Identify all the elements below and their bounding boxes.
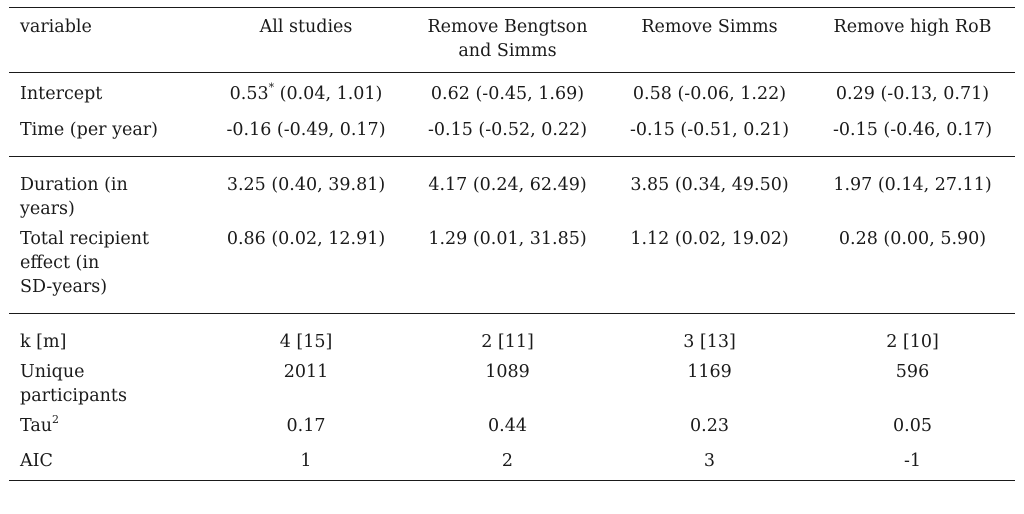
row-label: k [m] <box>20 332 67 352</box>
cell-remove-high-rob: 0.29 (-0.13, 0.71) <box>835 84 990 104</box>
cell-remove-simms: 1169 <box>687 362 732 382</box>
cell-all-studies: 2011 <box>283 362 329 382</box>
cell-remove-high-rob: 1.97 (0.14, 27.11) <box>833 175 992 195</box>
cell-remove-simms: 3 [13] <box>683 332 736 352</box>
table-row-total-recipient-effect: Total recipient effect (in SD-years) 0.8… <box>9 224 1015 314</box>
cell-remove-bengtson-simms: 2 <box>406 442 609 481</box>
row-label: Unique participants <box>9 357 206 411</box>
cell-remove-bengtson-simms: 1.29 (0.01, 31.85) <box>406 224 609 314</box>
table-row-unique-participants: Unique participants 2011 1089 1169 596 <box>9 357 1015 411</box>
cell-all-studies: 1 <box>206 442 406 481</box>
table-row-k: k [m] 4 [15] 2 [11] 3 [13] 2 [10] <box>9 314 1015 358</box>
row-label-line2: participants <box>20 386 127 406</box>
row-label-line2: years) <box>20 199 75 219</box>
cell-all-studies: 0.53* (0.04, 1.01) <box>206 73 406 113</box>
cell-remove-bengtson-simms: 4.17 (0.24, 62.49) <box>428 175 587 195</box>
cell-remove-simms: 1.12 (0.02, 19.02) <box>609 224 810 314</box>
cell-remove-high-rob: 0.05 <box>893 416 932 436</box>
cell-remove-bengtson-simms: 0.44 <box>488 416 527 436</box>
table-row-duration: Duration (in years) 3.25 (0.40, 39.81) 4… <box>9 157 1015 225</box>
table-row-time: Time (per year) -0.16 (-0.49, 0.17) -0.1… <box>9 112 1015 157</box>
significance-marker: * <box>268 81 275 95</box>
header-all-studies: All studies <box>206 7 406 73</box>
cell-estimate: 0.53 <box>229 84 269 104</box>
cell-remove-simms: 0.23 <box>690 416 729 436</box>
cell-ci: (0.04, 1.01) <box>274 84 383 104</box>
superscript: 2 <box>52 413 60 427</box>
table-row-intercept: Intercept 0.53* (0.04, 1.01) 0.62 (-0.45… <box>9 73 1015 113</box>
row-label: Tau2 <box>9 411 206 442</box>
row-label-line1: Total recipient <box>20 229 150 249</box>
cell-all-studies: 0.17 <box>286 416 326 436</box>
row-label: Intercept <box>20 84 103 104</box>
cell-all-studies: 4 [15] <box>279 332 333 352</box>
row-label-line1: Duration (in <box>20 175 128 195</box>
cell-remove-high-rob: -0.15 (-0.46, 0.17) <box>810 112 1015 157</box>
cell-remove-high-rob: 0.28 (0.00, 5.90) <box>810 224 1015 314</box>
header-row: variable All studies Remove Bengtson and… <box>9 7 1015 73</box>
row-label: Duration (in years) <box>9 157 206 225</box>
cell-remove-simms: -0.15 (-0.51, 0.21) <box>609 112 810 157</box>
row-label-line1: Unique <box>20 362 85 382</box>
cell-remove-simms: 3.85 (0.34, 49.50) <box>630 175 789 195</box>
cell-remove-simms: 3 <box>609 442 810 481</box>
cell-all-studies: -0.16 (-0.49, 0.17) <box>206 112 406 157</box>
cell-all-studies: 3.25 (0.40, 39.81) <box>226 175 386 195</box>
header-remove-high-rob: Remove high RoB <box>810 7 1015 73</box>
cell-remove-bengtson-simms: 2 [11] <box>481 332 534 352</box>
cell-remove-high-rob: 2 [10] <box>886 332 939 352</box>
cell-remove-bengtson-simms: -0.15 (-0.52, 0.22) <box>406 112 609 157</box>
cell-remove-simms: 0.58 (-0.06, 1.22) <box>632 84 787 104</box>
header-remove-bengtson-simms-line1: Remove Bengtson <box>427 17 588 37</box>
cell-remove-bengtson-simms: 1089 <box>485 362 530 382</box>
header-remove-bengtson-simms-line2: and Simms <box>458 41 557 61</box>
table-row-tau: Tau2 0.17 0.44 0.23 0.05 <box>9 411 1015 442</box>
cell-remove-high-rob: -1 <box>810 442 1015 481</box>
header-remove-bengtson-simms: Remove Bengtson and Simms <box>406 7 609 73</box>
cell-remove-high-rob: 596 <box>895 362 930 382</box>
row-label: Total recipient effect (in SD-years) <box>9 224 206 314</box>
cell-remove-bengtson-simms: 0.62 (-0.45, 1.69) <box>430 84 585 104</box>
row-label: AIC <box>9 442 206 481</box>
table-row-aic: AIC 1 2 3 -1 <box>9 442 1015 481</box>
row-label-line2: effect (in <box>20 253 100 273</box>
cell-all-studies: 0.86 (0.02, 12.91) <box>206 224 406 314</box>
row-label-text: Tau <box>20 416 53 436</box>
header-remove-simms: Remove Simms <box>609 7 810 73</box>
row-label: Time (per year) <box>9 112 206 157</box>
header-variable: variable <box>9 7 206 73</box>
results-table: variable All studies Remove Bengtson and… <box>9 7 1015 481</box>
row-label-line3: SD-years) <box>20 277 108 297</box>
